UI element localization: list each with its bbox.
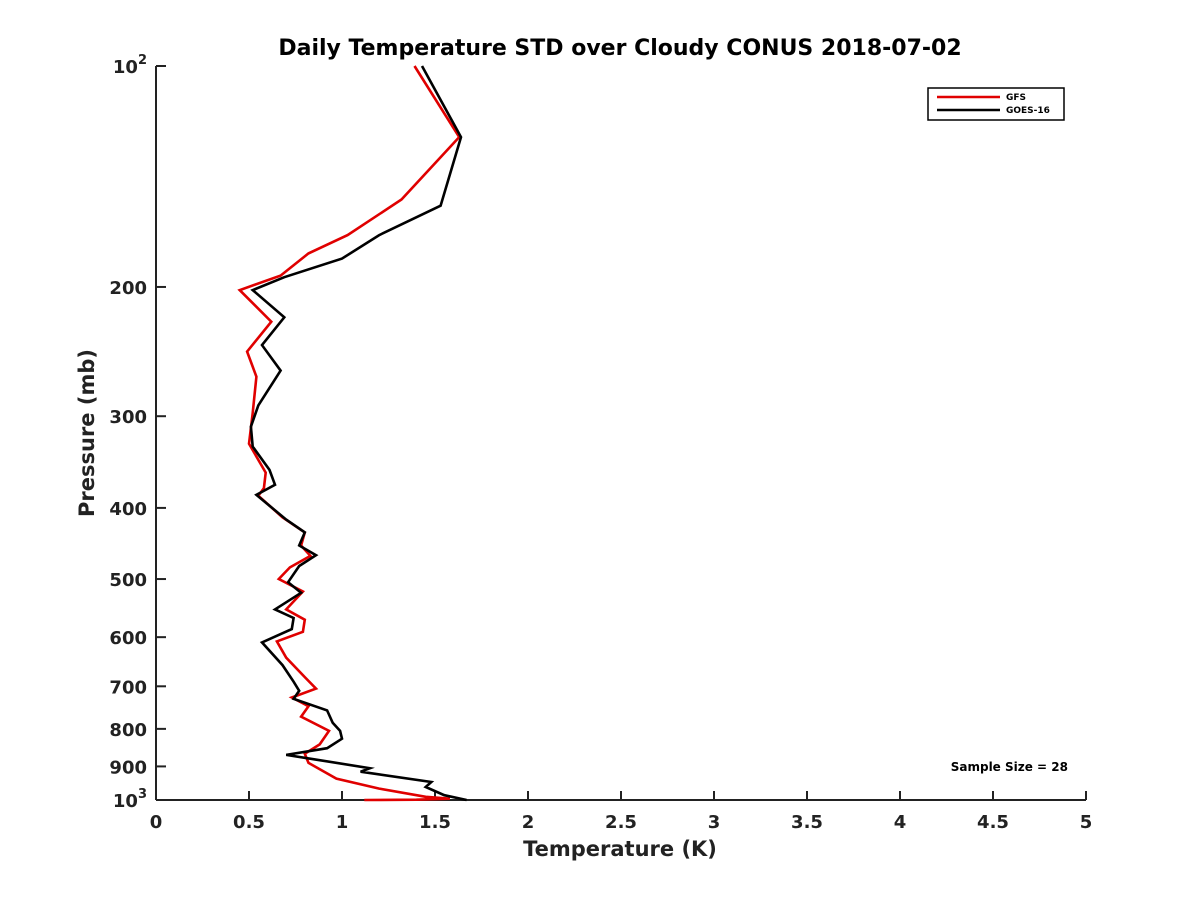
y-tick-label: 900 [109, 757, 147, 778]
x-tick-label: 1.5 [419, 812, 451, 833]
y-tick-label: 103 [113, 787, 147, 812]
y-tick-label: 800 [109, 720, 147, 741]
x-tick-label: 4.5 [977, 812, 1009, 833]
y-axis-label: Pressure (mb) [75, 349, 99, 517]
plot-area: 0 0.5 1 1.5 2 2.5 3 3.5 4 4.5 5 102 200 300 400 500 600… [109, 53, 1092, 833]
series-line-goes-16 [249, 65, 467, 802]
x-tick-label: 5 [1080, 812, 1093, 833]
y-tick-label: 500 [109, 570, 147, 591]
y-tick-label: 102 [113, 53, 147, 78]
series-line-gfs [237, 65, 461, 802]
x-tick-label: 2 [522, 812, 535, 833]
y-tick-label: 700 [109, 677, 147, 698]
legend-box [927, 87, 1065, 121]
y-tick-label: 300 [109, 407, 147, 428]
x-tick-label: 3 [708, 812, 721, 833]
y-tick-label: 400 [109, 499, 147, 520]
legend-items: GFS GOES-16 [937, 93, 1050, 116]
y-tick-label: 600 [109, 628, 147, 649]
x-tick-label: 3.5 [791, 812, 823, 833]
sample-size-annotation: Sample Size = 28 [951, 760, 1068, 774]
legend: GFS GOES-16 [927, 87, 1065, 121]
x-axis-label: Temperature (K) [523, 837, 717, 861]
series-layer [237, 65, 467, 802]
legend-label-goes-16: GOES-16 [1006, 106, 1050, 116]
y-axis-ticks: 102 200 300 400 500 600 700 800 900 103 [109, 53, 166, 812]
x-tick-label: 0 [150, 812, 163, 833]
chart-title: Daily Temperature STD over Cloudy CONUS … [278, 36, 961, 61]
y-tick-label: 200 [109, 278, 147, 299]
x-tick-label: 1 [336, 812, 349, 833]
x-axis-ticks: 0 0.5 1 1.5 2 2.5 3 3.5 4 4.5 5 [150, 791, 1093, 833]
x-tick-label: 2.5 [605, 812, 637, 833]
x-tick-label: 0.5 [233, 812, 265, 833]
legend-label-gfs: GFS [1006, 93, 1026, 103]
x-tick-label: 4 [894, 812, 907, 833]
